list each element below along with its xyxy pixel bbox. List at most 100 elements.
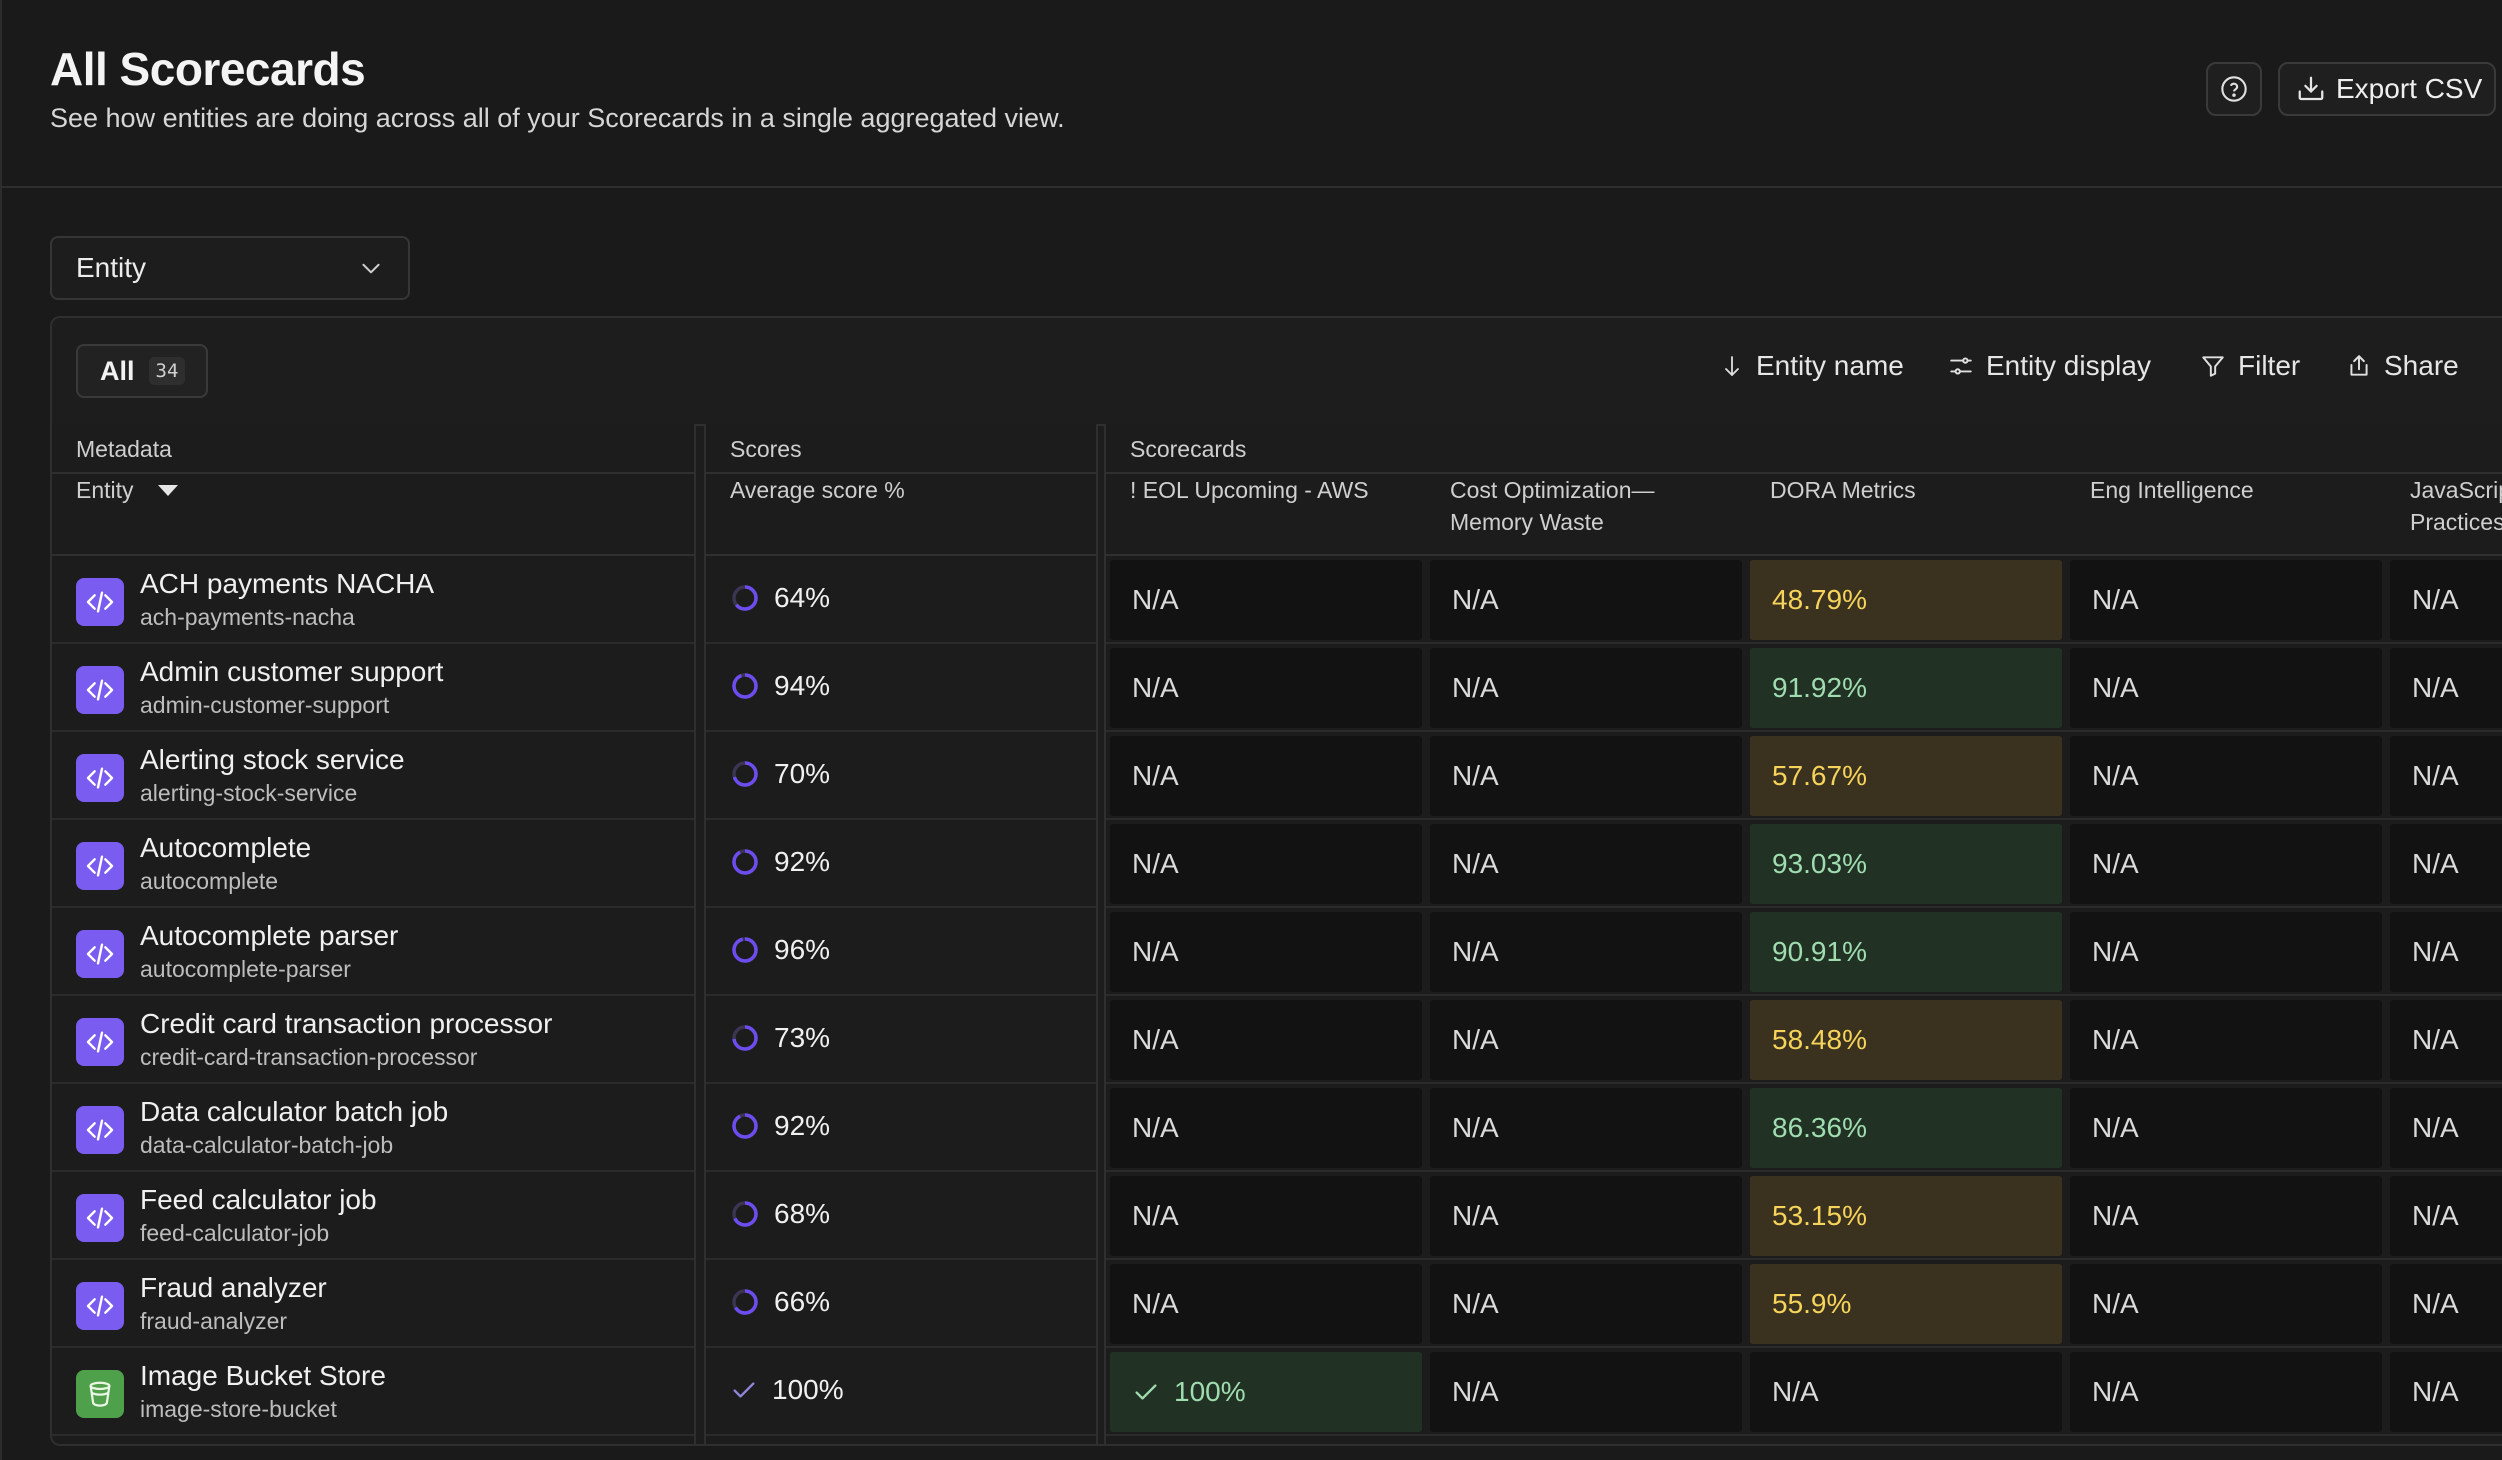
eng-score-cell[interactable]: N/A [2070,1352,2382,1432]
cost-score-cell[interactable]: N/A [1430,912,1742,992]
entity-name[interactable]: Credit card transaction processor [140,1008,553,1039]
entity-row[interactable]: Autocomplete parser autocomplete-parser [52,908,694,996]
score-progress-ring [732,1025,758,1051]
eng-intelligence-header[interactable]: Eng Intelligence [2090,477,2254,503]
entity-name[interactable]: Autocomplete [140,832,312,863]
eng-score-cell[interactable]: N/A [2070,1000,2382,1080]
filter-button[interactable]: Filter [2200,350,2300,382]
cost-score-cell[interactable]: N/A [1430,824,1742,904]
eol-score-cell[interactable]: N/A [1110,736,1422,816]
group-by-select[interactable]: Entity [50,236,410,300]
sort-entity-name-button[interactable]: Entity name [1720,350,1904,382]
eng-score-cell[interactable]: N/A [2070,1088,2382,1168]
entity-name[interactable]: Fraud analyzer [140,1272,327,1303]
eol-score-cell[interactable]: N/A [1110,560,1422,640]
average-score: 68% [730,1198,830,1230]
dora-metrics-header[interactable]: DORA Metrics [1770,477,1916,503]
cost-score-cell[interactable]: N/A [1430,1352,1742,1432]
caret-down-icon [157,485,178,496]
eol-score-cell[interactable]: N/A [1110,1088,1422,1168]
header-divider [706,554,1096,556]
average-score-header[interactable]: Average score % [730,477,905,503]
entity-row[interactable]: Admin customer support admin-customer-sup… [52,644,694,732]
entity-name[interactable]: Autocomplete parser [140,920,399,951]
entity-row[interactable]: Image Bucket Store image-store-bucket [52,1348,694,1436]
entity-name[interactable]: Feed calculator job [140,1184,377,1215]
dora-score-cell[interactable]: 48.79% [1750,560,2062,640]
js-score-cell[interactable]: N/A [2390,824,2502,904]
js-score-cell[interactable]: N/A [2390,648,2502,728]
js-score-cell[interactable]: N/A [2390,1352,2502,1432]
average-score: 92% [730,846,830,878]
eng-score-cell[interactable]: N/A [2070,824,2382,904]
eol-score-cell[interactable]: N/A [1110,1000,1422,1080]
dora-score-cell[interactable]: 57.67% [1750,736,2062,816]
eol-score-cell[interactable]: N/A [1110,824,1422,904]
cost-score-cell[interactable]: N/A [1430,1000,1742,1080]
eol-score-value: N/A [1132,848,1179,879]
eol-score-cell[interactable]: N/A [1110,648,1422,728]
scorecards-section: Scorecards ! EOL Upcoming - AWS Cost Opt… [1104,424,2502,1444]
js-score-cell[interactable]: N/A [2390,560,2502,640]
eol-score-cell[interactable]: N/A [1110,1264,1422,1344]
entity-row[interactable]: Credit card transaction processor credit-… [52,996,694,1084]
entity-row[interactable]: Alerting stock service alerting-stock-ser… [52,732,694,820]
cost-score-cell[interactable]: N/A [1430,736,1742,816]
entity-column-header[interactable]: Entity [76,474,180,506]
dora-score-cell[interactable]: 93.03% [1750,824,2062,904]
eng-score-cell[interactable]: N/A [2070,736,2382,816]
entity-name[interactable]: Image Bucket Store [140,1360,386,1391]
eol-upcoming-header[interactable]: ! EOL Upcoming - AWS [1130,477,1369,503]
eol-score-value: N/A [1132,1200,1179,1231]
scorecard-row: N/A N/A 58.48% N/A N/A [1106,996,2502,1084]
score-progress-ring [732,849,758,875]
entity-name[interactable]: Data calculator batch job [140,1096,449,1127]
cost-optimization-header[interactable]: Cost Optimization— Memory Waste [1450,474,1655,538]
cost-score-value: N/A [1452,1376,1499,1407]
export-csv-button[interactable]: Export CSV [2278,62,2496,116]
all-filter-pill[interactable]: All 34 [76,344,208,398]
help-button[interactable] [2206,62,2262,116]
eng-score-cell[interactable]: N/A [2070,648,2382,728]
js-score-cell[interactable]: N/A [2390,1176,2502,1256]
entity-row[interactable]: Autocomplete autocomplete [52,820,694,908]
dora-score-cell[interactable]: 53.15% [1750,1176,2062,1256]
cost-score-cell[interactable]: N/A [1430,648,1742,728]
dora-score-cell[interactable]: 91.92% [1750,648,2062,728]
entity-row[interactable]: Data calculator batch job data-calculator… [52,1084,694,1172]
js-score-cell[interactable]: N/A [2390,1264,2502,1344]
cost-score-cell[interactable]: N/A [1430,1264,1742,1344]
eng-score-value: N/A [2092,760,2139,791]
entity-row[interactable]: ACH payments NACHA ach-payments-nacha [52,556,694,644]
eng-score-cell[interactable]: N/A [2070,560,2382,640]
js-score-cell[interactable]: N/A [2390,736,2502,816]
eng-score-cell[interactable]: N/A [2070,912,2382,992]
entity-row[interactable]: Fraud analyzer fraud-analyzer [52,1260,694,1348]
cost-score-cell[interactable]: N/A [1430,560,1742,640]
eol-score-cell[interactable]: N/A [1110,912,1422,992]
dora-score-cell[interactable]: N/A [1750,1352,2062,1432]
javascript-practices-header[interactable]: JavaScript Practices [2410,474,2502,538]
js-score-cell[interactable]: N/A [2390,1000,2502,1080]
js-score-cell[interactable]: N/A [2390,1088,2502,1168]
eng-score-cell[interactable]: N/A [2070,1264,2382,1344]
entity-name[interactable]: ACH payments NACHA [140,568,435,599]
dora-score-cell[interactable]: 58.48% [1750,1000,2062,1080]
eol-score-cell[interactable]: 100% [1110,1352,1422,1432]
js-score-cell[interactable]: N/A [2390,912,2502,992]
js-score-value: N/A [2412,672,2459,703]
entity-display-button[interactable]: Entity display [1948,350,2151,382]
entity-name[interactable]: Admin customer support [140,656,444,687]
cost-score-cell[interactable]: N/A [1430,1088,1742,1168]
share-button[interactable]: Share [2346,350,2459,382]
entity-name[interactable]: Alerting stock service [140,744,405,775]
cost-score-cell[interactable]: N/A [1430,1176,1742,1256]
metadata-section: Metadata Entity ACH payments NACHA ach-pa… [52,424,696,1444]
entity-row[interactable]: Feed calculator job feed-calculator-job [52,1172,694,1260]
dora-score-cell[interactable]: 90.91% [1750,912,2062,992]
dora-score-cell[interactable]: 86.36% [1750,1088,2062,1168]
eol-score-value: N/A [1132,1024,1179,1055]
dora-score-cell[interactable]: 55.9% [1750,1264,2062,1344]
eol-score-cell[interactable]: N/A [1110,1176,1422,1256]
eng-score-cell[interactable]: N/A [2070,1176,2382,1256]
